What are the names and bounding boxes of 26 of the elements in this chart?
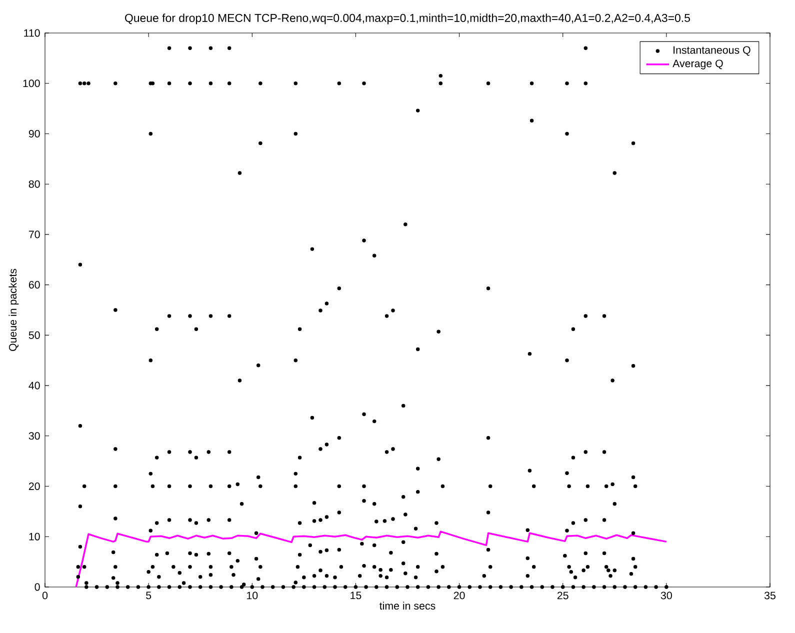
x-tick-label: 30: [660, 592, 672, 600]
x-tick-label: 5: [146, 592, 152, 600]
y-tick-label: 20: [28, 482, 40, 490]
y-tick-label: 80: [28, 180, 40, 188]
y-tick-label: 0: [34, 583, 40, 591]
y-tick-label: 100: [23, 80, 40, 88]
y-tick-label: 70: [28, 230, 40, 238]
line-series: [75, 530, 668, 587]
x-tick-label: 15: [350, 592, 362, 600]
x-tick-label: 0: [42, 592, 48, 600]
y-tick-label: 40: [28, 382, 40, 390]
y-tick-label: 30: [28, 432, 40, 440]
y-tick-label: 60: [28, 281, 40, 289]
x-tick-label: 35: [764, 592, 776, 600]
x-axis-title: time in secs: [380, 602, 436, 610]
x-tick-label: 25: [557, 592, 568, 600]
y-tick-label: 50: [28, 331, 40, 339]
y-tick-label: 90: [28, 130, 40, 138]
legend-label: Average Q: [672, 60, 723, 70]
x-tick-label: 20: [454, 592, 465, 600]
y-tick-label: 10: [29, 532, 40, 540]
y-tick-label: 110: [24, 29, 40, 37]
chart-title: Queue for drop10 MECN TCP-Reno,wq=0.004,maxp=0.1,minth=10,midth=20,maxth=40,A1=0.2,A2=0.4,A3=0.5: [125, 14, 690, 24]
legend-label: Instantaneous Q: [674, 46, 750, 56]
x-tick-label: 10: [247, 592, 258, 600]
y-axis-title: Queue in packets: [8, 268, 19, 352]
